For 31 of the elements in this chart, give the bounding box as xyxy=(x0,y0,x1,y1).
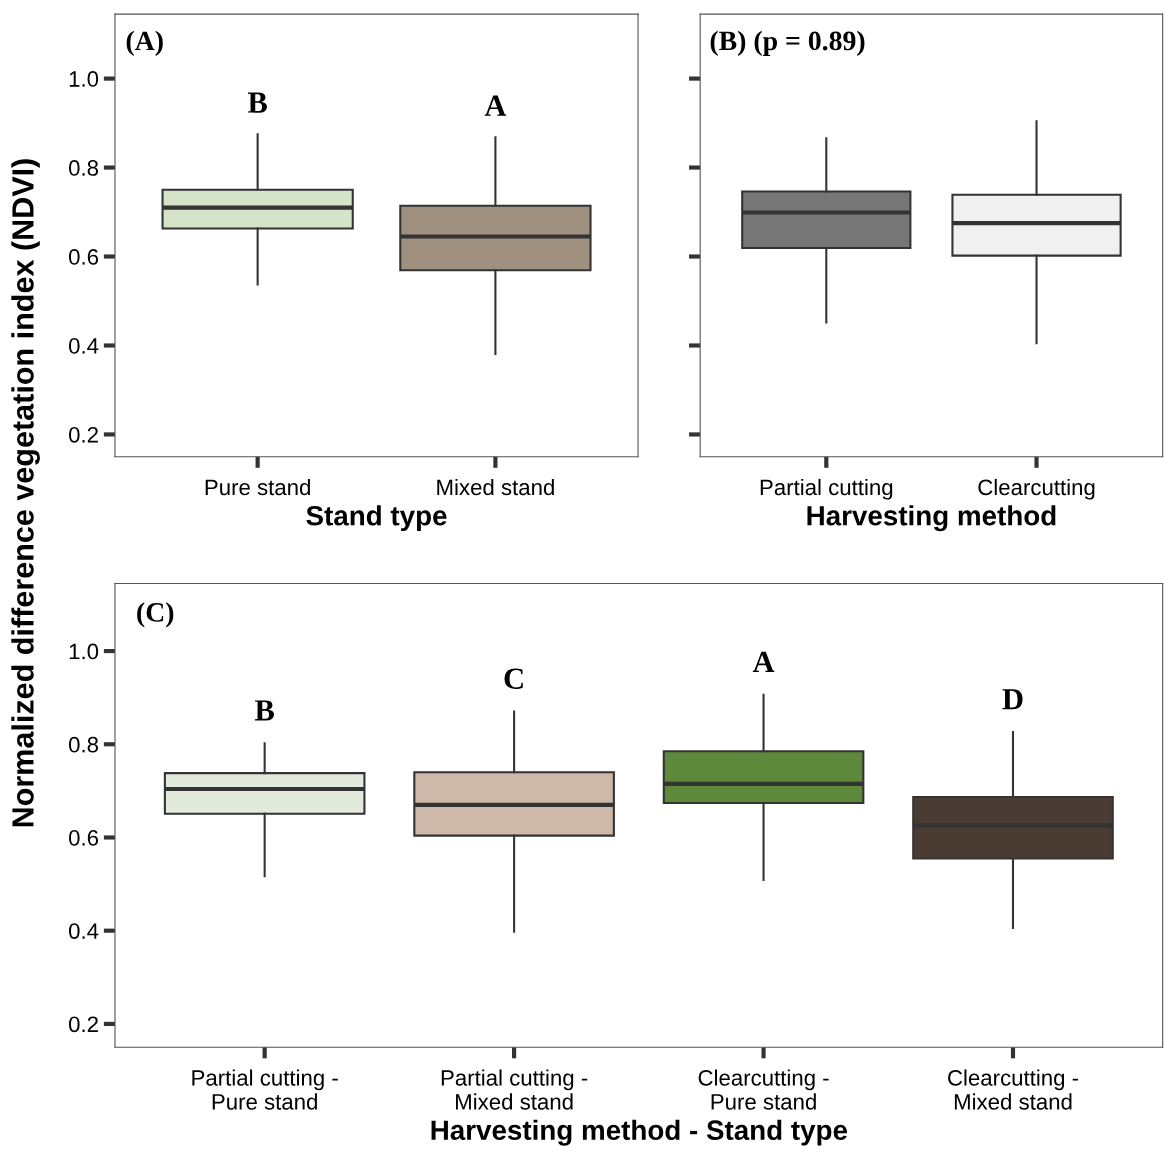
y-tick-label: 0.6 xyxy=(68,249,99,265)
annotation: A xyxy=(752,651,775,672)
text: (C) xyxy=(137,602,174,628)
x-tick-label: Clearcutting xyxy=(978,478,1095,500)
x-axis-title: Harvesting method xyxy=(807,505,1056,532)
y-tick-label: 0.8 xyxy=(68,736,99,753)
y-tick-label: 0.8 xyxy=(68,160,99,176)
x-tick-label: Clearcutting - Pure stand xyxy=(698,1069,829,1110)
annotation: B xyxy=(254,700,274,721)
y-tick-label: 0.4 xyxy=(68,338,99,354)
x-tick-label: Partial cutting - Pure stand xyxy=(192,1069,338,1110)
x-axis-title: Stand type xyxy=(306,505,447,532)
y-tick-label: 0.2 xyxy=(68,1016,98,1033)
x-tick-label: Clearcutting - Mixed stand xyxy=(948,1069,1079,1110)
text: (B) (p = 0.89) xyxy=(710,30,865,56)
y-tick-label: 1.0 xyxy=(69,643,99,660)
annotation: A xyxy=(484,95,507,116)
y-tick-label: 1.0 xyxy=(69,71,99,87)
text: (A) xyxy=(126,30,163,56)
y-axis-title: Normalized difference vegetation index (NDVI) xyxy=(11,159,40,827)
annotation: B xyxy=(247,92,267,113)
x-tick-label: Partial cutting xyxy=(760,478,893,500)
x-tick-label: Partial cutting - Mixed stand xyxy=(441,1069,588,1110)
y-tick-label: 0.6 xyxy=(68,830,99,846)
x-axis-title: Harvesting method - Stand type xyxy=(431,1119,848,1146)
annotation: C xyxy=(504,668,523,689)
x-tick-label: Pure stand xyxy=(205,478,310,496)
y-tick-label: 0.4 xyxy=(68,923,99,939)
y-tick-label: 0.2 xyxy=(68,426,98,443)
x-tick-label: Mixed stand xyxy=(437,478,554,496)
annotation: D xyxy=(1002,689,1023,710)
